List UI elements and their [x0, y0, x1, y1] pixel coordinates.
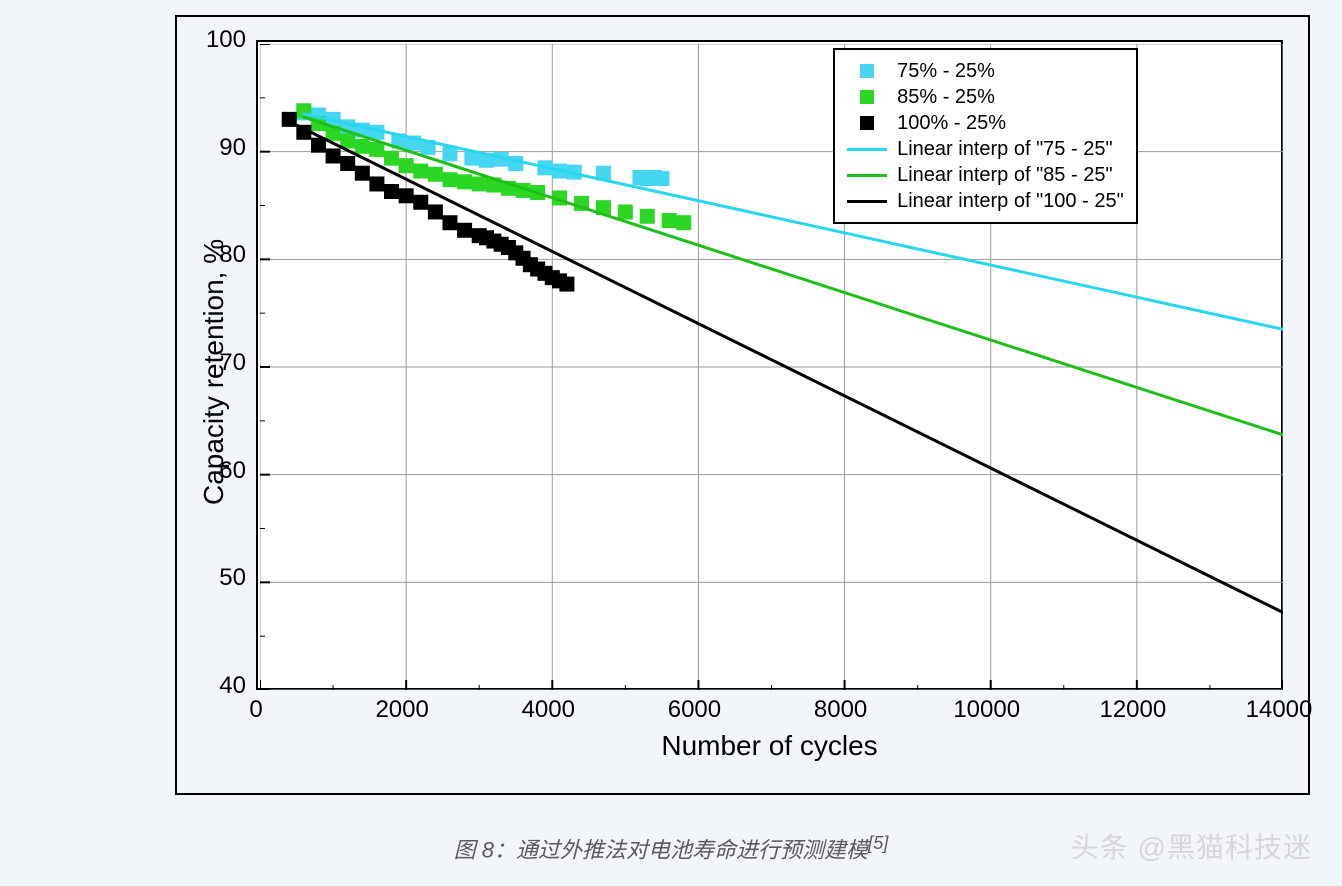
y-tick-label: 100 — [206, 26, 246, 54]
y-tick-label: 80 — [219, 241, 246, 269]
x-tick-label: 12000 — [1099, 696, 1166, 724]
legend-label: 75% - 25% — [897, 60, 995, 83]
caption-text: 图 8：通过外推法对电池寿命进行预测建模 — [454, 837, 868, 862]
y-tick-label: 40 — [219, 672, 246, 700]
legend-item: Linear interp of "75 - 25" — [847, 136, 1124, 162]
y-tick-label: 90 — [219, 134, 246, 162]
x-tick-label: 8000 — [814, 696, 867, 724]
legend-item: 85% - 25% — [847, 84, 1124, 110]
x-tick-label: 10000 — [953, 696, 1020, 724]
legend-item: 75% - 25% — [847, 58, 1124, 84]
caption-ref: [5] — [868, 832, 888, 853]
x-tick-label: 2000 — [375, 696, 428, 724]
legend-label: Linear interp of "100 - 25" — [897, 190, 1124, 213]
y-tick-label: 70 — [219, 349, 246, 377]
x-tick-label: 6000 — [668, 696, 721, 724]
x-tick-label: 14000 — [1246, 696, 1313, 724]
y-tick-label: 60 — [219, 457, 246, 485]
watermark-text: 头条 @黑猫科技迷 — [1071, 826, 1312, 866]
legend-item: Linear interp of "85 - 25" — [847, 162, 1124, 188]
legend-item: 100% - 25% — [847, 110, 1124, 136]
plot-area: 75% - 25% 85% - 25% 100% - 25% Linear inter… — [256, 40, 1283, 690]
legend-item: Linear interp of "100 - 25" — [847, 188, 1124, 214]
legend-box: 75% - 25% 85% - 25% 100% - 25% Linear inter… — [833, 48, 1138, 224]
x-tick-label: 0 — [249, 696, 262, 724]
x-axis-label: Number of cycles — [661, 730, 877, 762]
legend-label: 100% - 25% — [897, 112, 1006, 135]
y-tick-label: 50 — [219, 564, 246, 592]
legend-label: Linear interp of "85 - 25" — [897, 164, 1112, 187]
legend-label: 85% - 25% — [897, 86, 995, 109]
legend-label: Linear interp of "75 - 25" — [897, 138, 1112, 161]
x-tick-label: 4000 — [522, 696, 575, 724]
